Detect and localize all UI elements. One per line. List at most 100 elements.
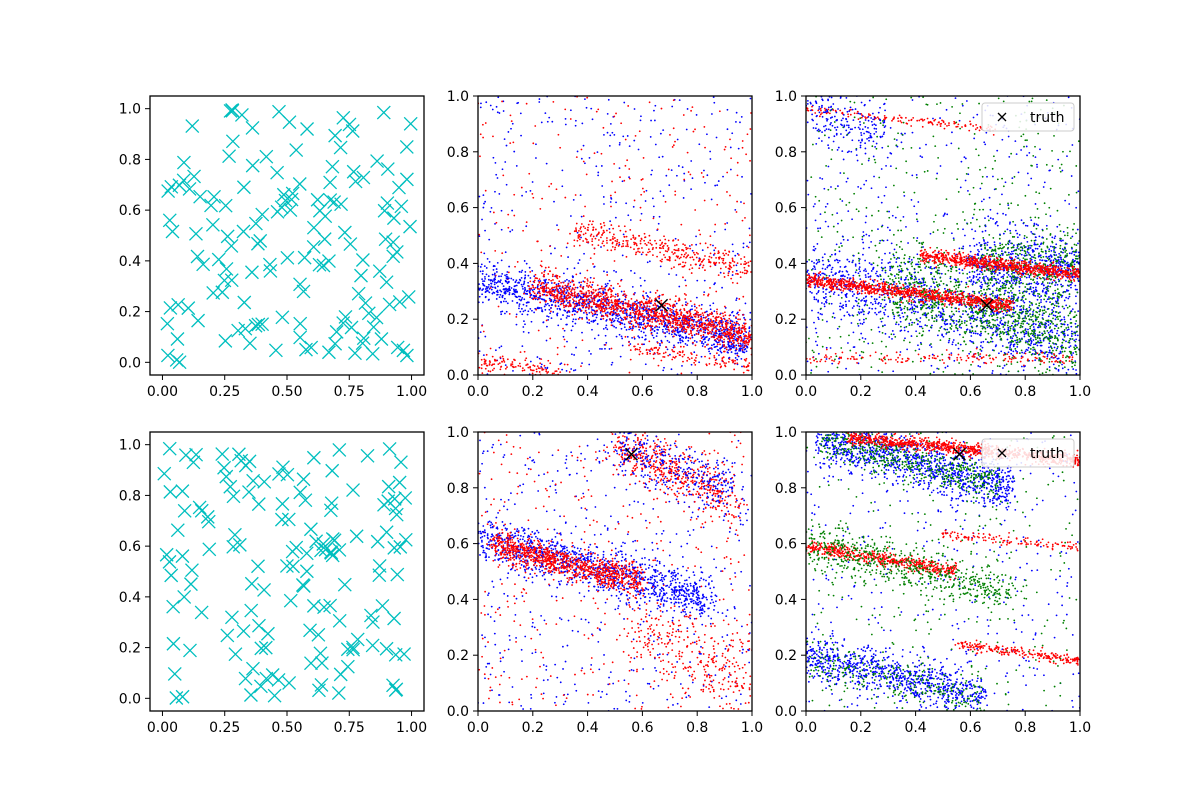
- data-point: [1004, 214, 1007, 216]
- data-point: [520, 276, 523, 279]
- data-point: [724, 261, 727, 264]
- data-point: [690, 272, 693, 274]
- data-point: [1032, 349, 1034, 351]
- data-point: [389, 244, 404, 259]
- data-point: [248, 216, 263, 231]
- data-point: [1022, 133, 1025, 136]
- data-point: [699, 242, 702, 245]
- data-point: [582, 240, 585, 242]
- data-point: [660, 315, 662, 318]
- data-point: [641, 251, 644, 254]
- data-point: [574, 369, 577, 371]
- data-point: [546, 325, 548, 328]
- data-point: [1014, 224, 1017, 226]
- data-point: [732, 333, 735, 336]
- data-point: [745, 262, 748, 265]
- data-point: [617, 294, 619, 297]
- data-point: [975, 218, 978, 221]
- data-point: [877, 210, 880, 212]
- data-point: [718, 336, 720, 339]
- data-point: [742, 246, 745, 249]
- data-point: [217, 273, 232, 288]
- data-point: [304, 340, 319, 355]
- data-point: [887, 275, 890, 278]
- data-point: [665, 302, 667, 305]
- data-point: [509, 289, 512, 292]
- y-tick-label: 0.4: [119, 254, 141, 270]
- data-point: [939, 102, 942, 104]
- data-point: [582, 302, 585, 305]
- data-point: [505, 277, 508, 280]
- data-point: [726, 333, 729, 336]
- data-point: [497, 96, 500, 99]
- data-point: [1012, 220, 1015, 223]
- data-point: [740, 258, 742, 260]
- data-point: [709, 243, 712, 246]
- data-point: [943, 212, 946, 215]
- data-point: [662, 319, 665, 322]
- data-point: [744, 344, 747, 347]
- data-point: [855, 208, 858, 211]
- data-point: [609, 220, 612, 223]
- data-point: [729, 325, 732, 328]
- data-point: [574, 310, 577, 313]
- y-tick-label: 0.6: [119, 203, 141, 219]
- data-point: [848, 201, 851, 204]
- data-point: [709, 352, 712, 355]
- data-point: [592, 288, 595, 291]
- data-point: [858, 259, 861, 262]
- data-point: [622, 135, 625, 138]
- data-point: [524, 323, 526, 326]
- data-point: [513, 366, 515, 369]
- data-point: [731, 257, 734, 260]
- data-point: [996, 178, 999, 181]
- data-point: [1001, 177, 1003, 180]
- data-point: [834, 259, 836, 262]
- data-point: [714, 282, 716, 284]
- data-point: [645, 326, 647, 329]
- data-point: [729, 320, 732, 323]
- data-point: [512, 141, 515, 144]
- data-point: [245, 158, 260, 173]
- data-point: [608, 144, 611, 147]
- data-point: [600, 300, 603, 303]
- data-point: [581, 122, 584, 125]
- data-point: [962, 211, 964, 213]
- data-point: [624, 164, 627, 167]
- data-point: [481, 372, 484, 375]
- data-point: [520, 298, 523, 301]
- data-point: [517, 295, 520, 298]
- data-point: [524, 289, 526, 292]
- data-point: [664, 351, 667, 354]
- data-point: [578, 233, 580, 236]
- data-point: [694, 363, 697, 366]
- data-point: [595, 316, 598, 319]
- data-point: [189, 226, 203, 241]
- data-point: [653, 314, 655, 317]
- data-point: [701, 345, 704, 347]
- data-point: [716, 184, 719, 187]
- data-point: [541, 369, 544, 371]
- data-point: [806, 179, 809, 182]
- data-point: [658, 342, 661, 345]
- data-point: [829, 295, 832, 298]
- data-point: [692, 251, 695, 254]
- data-point: [858, 319, 861, 321]
- data-point: [531, 289, 534, 292]
- data-point: [633, 345, 636, 348]
- data-point: [501, 295, 504, 298]
- data-point: [745, 339, 748, 342]
- data-point: [992, 155, 995, 158]
- data-point: [606, 315, 609, 318]
- data-point: [736, 282, 739, 285]
- data-point: [621, 180, 624, 183]
- data-point: [659, 251, 661, 254]
- data-point: [642, 308, 645, 311]
- data-point: [663, 322, 666, 325]
- data-point: [899, 219, 902, 222]
- data-point: [698, 304, 701, 307]
- data-point: [982, 198, 985, 201]
- data-point: [695, 356, 697, 359]
- data-point: [969, 221, 972, 224]
- data-point: [735, 211, 738, 213]
